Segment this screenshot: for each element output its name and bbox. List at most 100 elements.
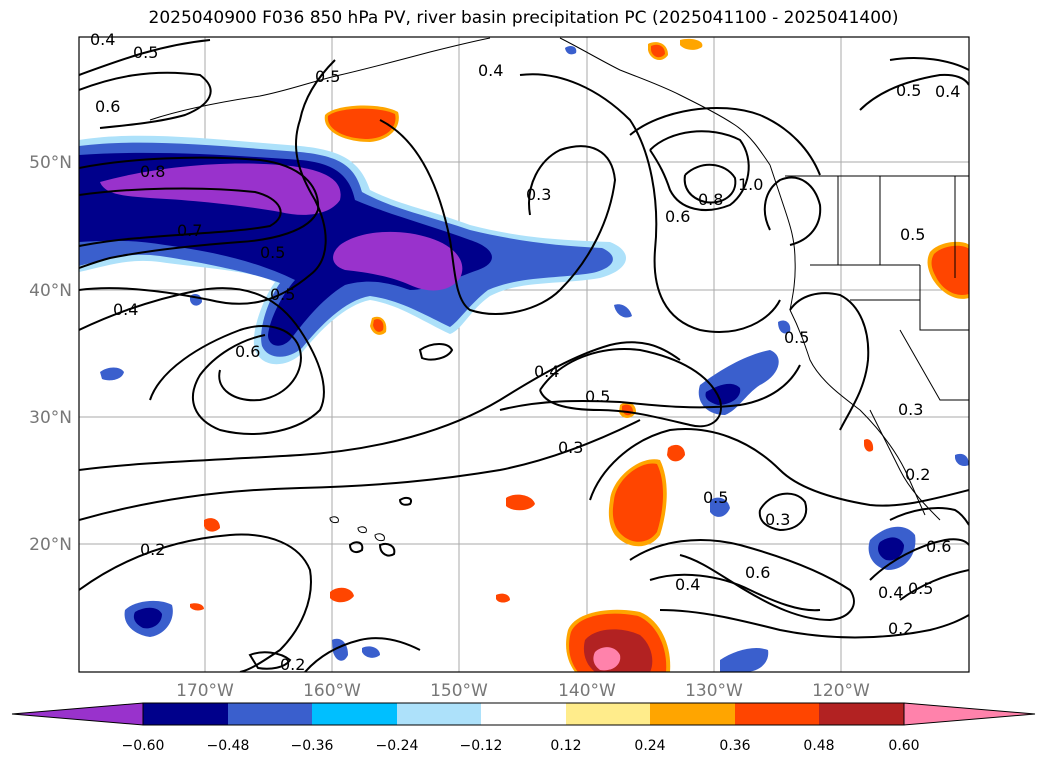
colorbar-tick: −0.48 [207,738,250,754]
map-frame [78,36,970,673]
contour-label: 0.7 [177,221,202,240]
colorbar-tick: 0.48 [803,738,834,754]
colorbar-tick: −0.36 [291,738,334,754]
map-title: 2025040900 F036 850 hPa PV, river basin … [148,8,899,28]
pv-contour-17 [539,348,722,428]
contour-label: 0.4 [90,30,115,49]
colorbar-extend-left [11,702,144,726]
pos-region-small-4 [496,593,510,603]
pv-contour-19 [589,428,969,507]
state-line-3 [919,265,969,331]
pv-contours [79,39,969,672]
lon-label-120w: 120°W [812,681,870,701]
neg-region-small-1 [100,367,124,381]
coast-baja [869,409,941,521]
colorbar-segment [566,703,650,725]
pos-region-alaska-1-core [651,44,665,58]
lon-label-130w: 130°W [685,681,743,701]
colorbar-tick: −0.12 [460,738,503,754]
pv-contour-22 [659,609,969,639]
colorbar-segment [143,703,228,725]
contour-label: 1.0 [738,175,763,194]
contour-label: 0.3 [558,438,583,457]
contour-label: 0.4 [878,583,903,602]
pv-contour-23 [758,492,808,532]
contour-label: 0.5 [270,285,295,304]
pv-contour-30 [763,176,822,246]
pv-contour-33 [348,541,364,554]
colorbar-segment [819,703,904,725]
pv-contour-1 [79,39,211,76]
colorbar-tick: −0.24 [376,738,419,754]
pv-contour-20 [629,539,855,622]
contour-label: 0.4 [935,82,960,101]
pv-contour-8 [79,341,681,471]
pv-contour-6 [79,287,325,435]
colorbar-tick: 0.60 [888,738,919,754]
contour-label: 0.6 [926,537,951,556]
hawaii-1 [329,516,339,524]
colorbar-tick: 0.36 [719,738,750,754]
colorbar-segment [228,703,312,725]
contour-label: 0.2 [140,540,165,559]
colorbar-tick: −0.60 [122,738,165,754]
colorbar-ticks: −0.60 −0.48 −0.36 −0.24 −0.12 0.12 0.24 … [122,738,920,754]
lat-label-30n: 30°N [29,408,72,428]
hawaii-2 [357,526,367,534]
neg-region-small-9 [955,453,969,467]
pv-contour-12 [379,119,617,315]
colorbar-tick: 0.24 [634,738,665,754]
contour-label: 0.5 [908,579,933,598]
colorbar-segments [11,702,1036,726]
pv-contour-9 [79,419,641,521]
pos-region-small-2 [506,494,535,511]
neg-region-small-3 [565,45,577,55]
pv-contour-28 [889,57,969,71]
pv-contour-7 [149,325,302,402]
negative-precip-shading [79,45,969,672]
contour-label: 0.5 [315,67,340,86]
lon-label-140w: 140°W [558,681,616,701]
colorbar-segment [481,703,566,725]
pv-contour-25 [869,538,969,581]
neg-region-southwest-core [133,607,162,629]
neg-region-small-6 [710,497,730,517]
pos-region-mid-1-core [373,319,384,332]
positive-precip-shading [190,38,969,672]
neg-region-small-8 [362,646,380,658]
colorbar-frame [142,702,905,726]
pos-region-aleutian-core [327,108,396,139]
lon-label-160w: 160°W [303,681,361,701]
pv-contour-13 [519,73,781,333]
contour-label: 0.5 [585,387,610,406]
contour-label: 0.5 [896,81,921,100]
state-line-4 [899,329,969,401]
contour-label: 0.6 [665,207,690,226]
pv-contour-21 [649,573,821,612]
pv-contour-32 [398,496,412,506]
pv-contour-27 [859,73,969,111]
pv-contour-24 [889,507,969,526]
neg-region-north-pacific-dark [79,152,492,346]
contour-label: 0.8 [698,190,723,209]
contour-label: 0.4 [534,362,559,381]
neg-region-south [720,648,769,672]
grid-lines [79,37,969,672]
contour-label: 0.5 [900,225,925,244]
pos-region-subtropic-core [612,463,664,542]
contour-label: 0.5 [260,243,285,262]
pv-contour-26 [899,569,969,601]
hawaii-3 [374,533,385,542]
lat-label-50n: 50°N [29,153,72,173]
neg-region-small-4 [614,304,632,318]
pv-contour-15 [683,163,737,204]
pv-contour-3 [79,156,320,269]
contour-label: 0.4 [478,61,503,80]
contour-label: 0.4 [675,575,700,594]
latitude-labels: 50°N 40°N 30°N 20°N [29,153,72,555]
contour-label: 0.3 [898,400,923,419]
colorbar-segment [397,703,481,725]
neg-region-north-pacific-core2 [333,231,463,291]
